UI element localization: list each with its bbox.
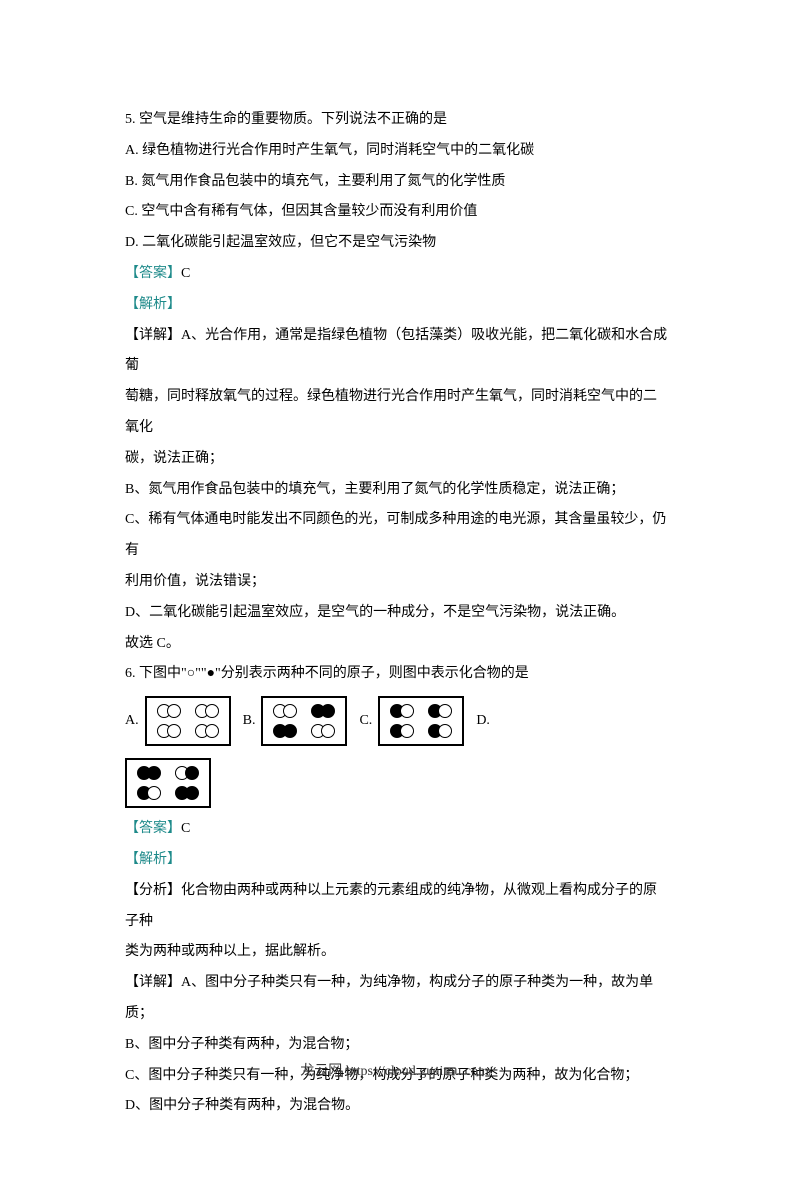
q6-stem: 6. 下图中"○""●"分别表示两种不同的原子，则图中表示化合物的是 [125,659,668,690]
page-footer: 龙云网 https://cloud.guaimu.com/ [0,1060,793,1080]
q5-option-d: D. 二氧化碳能引起温室效应，但它不是空气污染物 [125,228,668,259]
q5-detail-7: 故选 C。 [125,629,668,660]
q5-detail-4: C、稀有气体通电时能发出不同颜色的光，可制成多种用途的电光源，其含量虽较少，仍有 [125,505,668,567]
q6-opt-c: C. [359,696,464,746]
q6-analysis-label: 【解析】 [125,845,668,876]
q6-analysis-0: 【分析】化合物由两种或两种以上元素的元素组成的纯净物，从微观上看构成分子的原子种 [125,876,668,938]
q6-opt-b: B. [243,696,348,746]
q5-option-b: B. 氮气用作食品包装中的填充气，主要利用了氮气的化学性质 [125,167,668,198]
q5-detail-1: 萄糖，同时释放氧气的过程。绿色植物进行光合作用时产生氧气，同时消耗空气中的二氧化 [125,382,668,444]
answer-label: 【答案】 [125,266,181,281]
q5-detail-0: 【详解】A、光合作用，通常是指绿色植物（包括藻类）吸收光能，把二氧化碳和水合成葡 [125,321,668,383]
q6-analysis-1: 类为两种或两种以上，据此解析。 [125,937,668,968]
q6-diagram-c [378,696,464,746]
q5-detail-3: B、氮气用作食品包装中的填充气，主要利用了氮气的化学性质稳定，说法正确； [125,475,668,506]
q6-detail-1: B、图中分子种类有两种，为混合物； [125,1030,668,1061]
q5-answer: 【答案】C [125,259,668,290]
q5-detail-2: 碳，说法正确； [125,444,668,475]
q5-analysis-label: 【解析】 [125,290,668,321]
q6-answer: 【答案】C [125,814,668,845]
q5-detail-6: D、二氧化碳能引起温室效应，是空气的一种成分，不是空气污染物，说法正确。 [125,598,668,629]
q6-label-a: A. [125,706,139,737]
q6-label-c: C. [359,706,372,737]
q6-options-row1: A. B. C. D. [125,690,668,752]
q5-stem: 5. 空气是维持生命的重要物质。下列说法不正确的是 [125,105,668,136]
q6-diagram-a [145,696,231,746]
q6-options-row2 [125,752,668,814]
q6-diagram-b [261,696,347,746]
answer-value: C [181,266,190,281]
q6-label-b: B. [243,706,256,737]
answer-label: 【答案】 [125,821,181,836]
answer-value: C [181,821,190,836]
q6-opt-a: A. [125,696,231,746]
q6-detail-3: D、图中分子种类有两种，为混合物。 [125,1091,668,1122]
q6-detail-0: 【详解】A、图中分子种类只有一种，为纯净物，构成分子的原子种类为一种，故为单质； [125,968,668,1030]
q5-option-c: C. 空气中含有稀有气体，但因其含量较少而没有利用价值 [125,197,668,228]
q5-option-a: A. 绿色植物进行光合作用时产生氧气，同时消耗空气中的二氧化碳 [125,136,668,167]
q5-detail-5: 利用价值，说法错误； [125,567,668,598]
page-content: 5. 空气是维持生命的重要物质。下列说法不正确的是 A. 绿色植物进行光合作用时… [0,0,793,1182]
q6-diagram-d [125,758,211,808]
q6-opt-d-label: D. [476,706,490,737]
q6-label-d: D. [476,706,490,737]
